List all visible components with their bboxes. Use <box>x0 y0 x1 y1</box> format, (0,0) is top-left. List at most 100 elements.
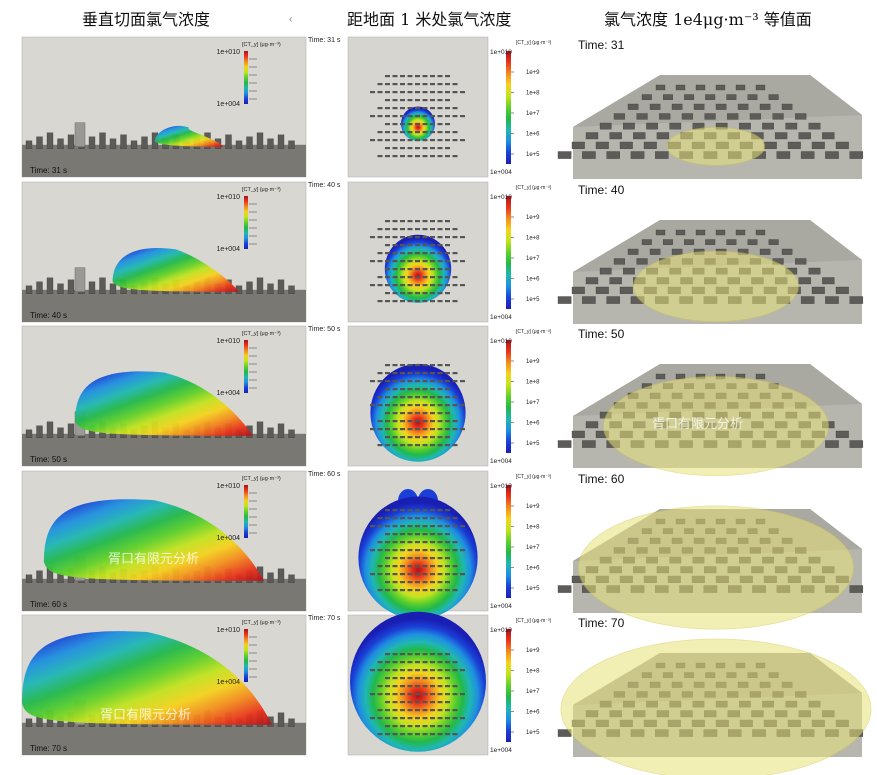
building-footprint <box>385 573 390 576</box>
building <box>749 113 761 120</box>
colorbar-max: 1e+010 <box>216 338 240 345</box>
building-footprint <box>437 701 443 704</box>
building-footprint <box>400 292 405 295</box>
building-footprint <box>400 107 405 110</box>
building-footprint <box>370 115 375 118</box>
building-footprint <box>430 75 435 78</box>
isosurface-panel: Time: 50 <box>557 327 864 477</box>
building-footprint <box>437 444 443 447</box>
building-footprint <box>407 541 413 544</box>
building-footprint <box>422 83 428 86</box>
building-footprint <box>415 404 420 407</box>
building-footprint <box>460 139 465 142</box>
colorbar-tick-label: 1e+7 <box>526 256 540 262</box>
building <box>659 113 671 120</box>
building <box>256 132 264 149</box>
building-footprint <box>437 131 443 134</box>
building-footprint <box>430 139 435 142</box>
building-footprint <box>430 252 435 255</box>
building-footprint <box>437 380 443 383</box>
building <box>762 122 774 130</box>
building <box>705 239 716 245</box>
building-footprint <box>400 228 405 231</box>
building-footprint <box>422 284 428 287</box>
building <box>641 94 652 100</box>
building-footprint <box>392 244 398 247</box>
building-footprint <box>430 147 435 150</box>
building-footprint <box>385 220 390 223</box>
building-footprint <box>445 147 450 150</box>
building-footprint <box>430 123 435 126</box>
building-footprint <box>430 509 435 512</box>
building-footprint <box>385 733 390 736</box>
building-footprint <box>400 284 405 287</box>
building-footprint <box>400 428 405 431</box>
colorbar-unit: [CT_y] (μg·m⁻³) <box>242 187 281 193</box>
building-footprint <box>437 388 443 391</box>
building-footprint <box>415 268 420 271</box>
colorbar <box>244 196 248 249</box>
building-footprint <box>452 252 458 255</box>
building-footprint <box>370 260 375 263</box>
building-footprint <box>422 733 428 736</box>
building-footprint <box>400 717 405 720</box>
building-footprint <box>445 693 450 696</box>
building-footprint <box>445 436 450 439</box>
time-label: Time: 60 s <box>30 600 67 609</box>
building-footprint <box>385 533 390 536</box>
building <box>811 286 825 294</box>
building <box>599 267 612 275</box>
colorbar-unit: [CT_y] (μg·m⁻³) <box>516 329 552 335</box>
building <box>609 277 622 285</box>
building-footprint <box>452 107 458 110</box>
building-footprint <box>437 669 443 672</box>
colorbar-unit: [CT_y] (μg·m⁻³) <box>516 474 552 480</box>
colorbar-tick-label: 1e+8 <box>526 669 540 675</box>
building-footprint <box>430 557 435 560</box>
building <box>633 132 646 140</box>
tall-building <box>74 267 86 292</box>
building <box>267 572 274 583</box>
building <box>643 141 657 149</box>
building-footprint <box>392 372 398 375</box>
building-footprint <box>422 533 428 536</box>
building-footprint <box>400 372 405 375</box>
building-footprint <box>445 155 450 158</box>
building-footprint <box>445 565 450 568</box>
building-footprint <box>407 220 413 223</box>
building-footprint <box>370 380 375 383</box>
building-footprint <box>452 565 458 568</box>
building-footprint <box>392 533 398 536</box>
building-footprint <box>430 396 435 399</box>
building-footprint <box>400 99 405 102</box>
colorbar-max: 1e+010 <box>490 194 512 201</box>
building-footprint <box>400 436 405 439</box>
building-footprint <box>430 533 435 536</box>
building-footprint <box>400 444 405 447</box>
building <box>636 258 648 265</box>
building-footprint <box>385 517 390 520</box>
building-footprint <box>445 549 450 552</box>
building-footprint <box>385 268 390 271</box>
building-footprint <box>437 220 443 223</box>
building-footprint <box>407 573 413 576</box>
building-footprint <box>422 725 428 728</box>
building-footprint <box>452 228 458 231</box>
building-footprint <box>422 669 428 672</box>
building-footprint <box>385 228 390 231</box>
building-footprint <box>460 573 465 576</box>
building-footprint <box>415 709 420 712</box>
column-title-ground-level: 距地面 1 米处氯气浓度 <box>347 10 512 29</box>
building-footprint <box>430 228 435 231</box>
building-footprint <box>385 131 390 134</box>
colorbar-tick-label: 1e+9 <box>526 359 540 365</box>
building <box>684 239 695 245</box>
building-footprint <box>385 404 390 407</box>
building-footprint <box>407 517 413 520</box>
building-footprint <box>445 131 450 134</box>
building-footprint <box>407 444 413 447</box>
building-footprint <box>422 236 428 239</box>
building <box>630 151 645 159</box>
building-footprint <box>452 131 458 134</box>
building-footprint <box>460 428 465 431</box>
